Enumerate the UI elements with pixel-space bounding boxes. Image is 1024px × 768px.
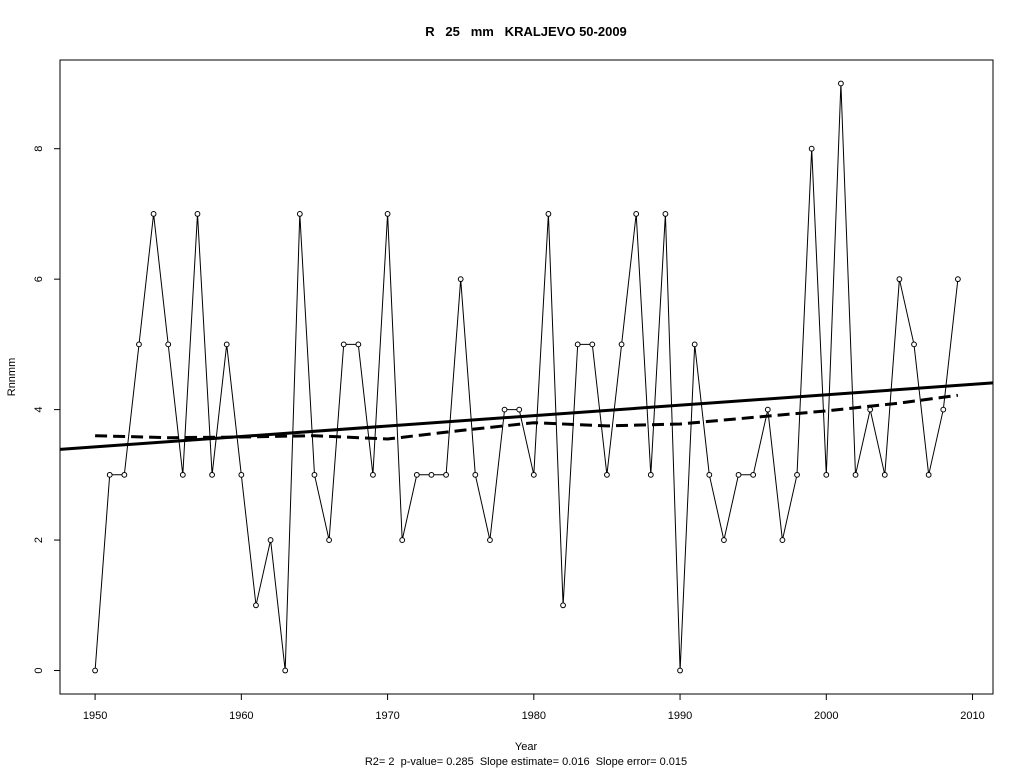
data-point bbox=[267, 537, 274, 543]
data-point bbox=[940, 406, 947, 413]
data-point bbox=[472, 471, 479, 478]
data-point bbox=[311, 471, 318, 478]
trend-line bbox=[59, 381, 994, 451]
data-point bbox=[516, 406, 523, 413]
data-point bbox=[179, 471, 186, 478]
data-point bbox=[223, 341, 230, 348]
data-point bbox=[136, 341, 142, 348]
data-point bbox=[896, 276, 903, 283]
data-point bbox=[764, 406, 771, 413]
y-axis-label: Rnnmm bbox=[6, 358, 18, 397]
series-layer bbox=[59, 80, 994, 674]
data-point bbox=[838, 80, 844, 87]
data-point bbox=[911, 341, 917, 348]
x-tick-label: 2000 bbox=[814, 710, 838, 722]
data-point bbox=[150, 211, 157, 217]
data-point bbox=[677, 667, 683, 674]
data-point bbox=[370, 471, 376, 478]
data-point bbox=[589, 341, 596, 348]
data-point bbox=[618, 341, 625, 348]
data-point bbox=[662, 211, 669, 217]
data-point bbox=[721, 537, 727, 543]
data-point bbox=[384, 211, 391, 217]
x-tick-label: 1990 bbox=[668, 710, 692, 722]
x-tick-label: 1950 bbox=[83, 710, 107, 722]
data-point bbox=[106, 471, 113, 478]
y-tick-label: 2 bbox=[33, 537, 45, 543]
data-point bbox=[604, 471, 610, 478]
x-tick-label: 1970 bbox=[375, 710, 399, 722]
x-tick-label: 1960 bbox=[229, 710, 253, 722]
y-tick-label: 4 bbox=[33, 407, 45, 413]
data-point bbox=[165, 341, 172, 348]
y-tick-label: 6 bbox=[33, 276, 45, 282]
data-point bbox=[560, 602, 566, 609]
y-axis: 0 2 4 6 8 bbox=[33, 146, 61, 674]
y-tick-label: 0 bbox=[33, 667, 45, 673]
x-axis: 1950 1960 1970 1980 1990 2000 2010 bbox=[83, 693, 985, 722]
data-point bbox=[779, 537, 786, 543]
data-point bbox=[955, 276, 961, 283]
data-point bbox=[443, 471, 449, 478]
data-point bbox=[823, 471, 830, 478]
smooth-line bbox=[95, 393, 959, 441]
data-point bbox=[808, 145, 815, 152]
data-point bbox=[574, 341, 581, 348]
data-point bbox=[457, 276, 464, 283]
x-tick-label: 2010 bbox=[960, 710, 984, 722]
data-point bbox=[647, 471, 654, 478]
data-point bbox=[326, 537, 332, 543]
y-tick-label: 8 bbox=[33, 146, 45, 152]
data-point bbox=[399, 537, 406, 543]
data-point bbox=[121, 471, 128, 478]
data-point bbox=[340, 341, 347, 348]
data-point bbox=[545, 211, 552, 217]
data-point bbox=[867, 406, 874, 413]
data-point bbox=[92, 667, 98, 674]
data-point bbox=[282, 667, 289, 674]
series-line bbox=[94, 83, 959, 671]
data-point bbox=[209, 471, 215, 478]
data-point bbox=[194, 211, 201, 217]
data-point bbox=[691, 341, 698, 348]
footer-stats: R2= 2 p-value= 0.285 Slope estimate= 0.0… bbox=[365, 756, 687, 768]
data-point bbox=[852, 471, 859, 478]
data-point bbox=[735, 471, 742, 478]
data-point bbox=[530, 471, 537, 478]
data-point bbox=[355, 341, 362, 348]
data-point bbox=[881, 471, 888, 478]
data-point bbox=[296, 211, 303, 217]
data-point bbox=[487, 537, 493, 543]
data-point bbox=[413, 471, 420, 478]
data-point bbox=[706, 471, 713, 478]
data-point bbox=[794, 471, 800, 478]
x-axis-label: Year bbox=[515, 741, 538, 753]
data-point bbox=[428, 471, 435, 478]
data-point bbox=[501, 406, 508, 413]
x-tick-label: 1980 bbox=[522, 710, 546, 722]
chart-title: R 25 mm KRALJEVO 50-2009 bbox=[425, 24, 627, 39]
plot-area-frame bbox=[59, 59, 994, 695]
data-point bbox=[238, 471, 245, 478]
data-point bbox=[253, 602, 259, 609]
data-point bbox=[925, 471, 932, 478]
data-point bbox=[633, 211, 640, 217]
data-point bbox=[750, 471, 757, 478]
